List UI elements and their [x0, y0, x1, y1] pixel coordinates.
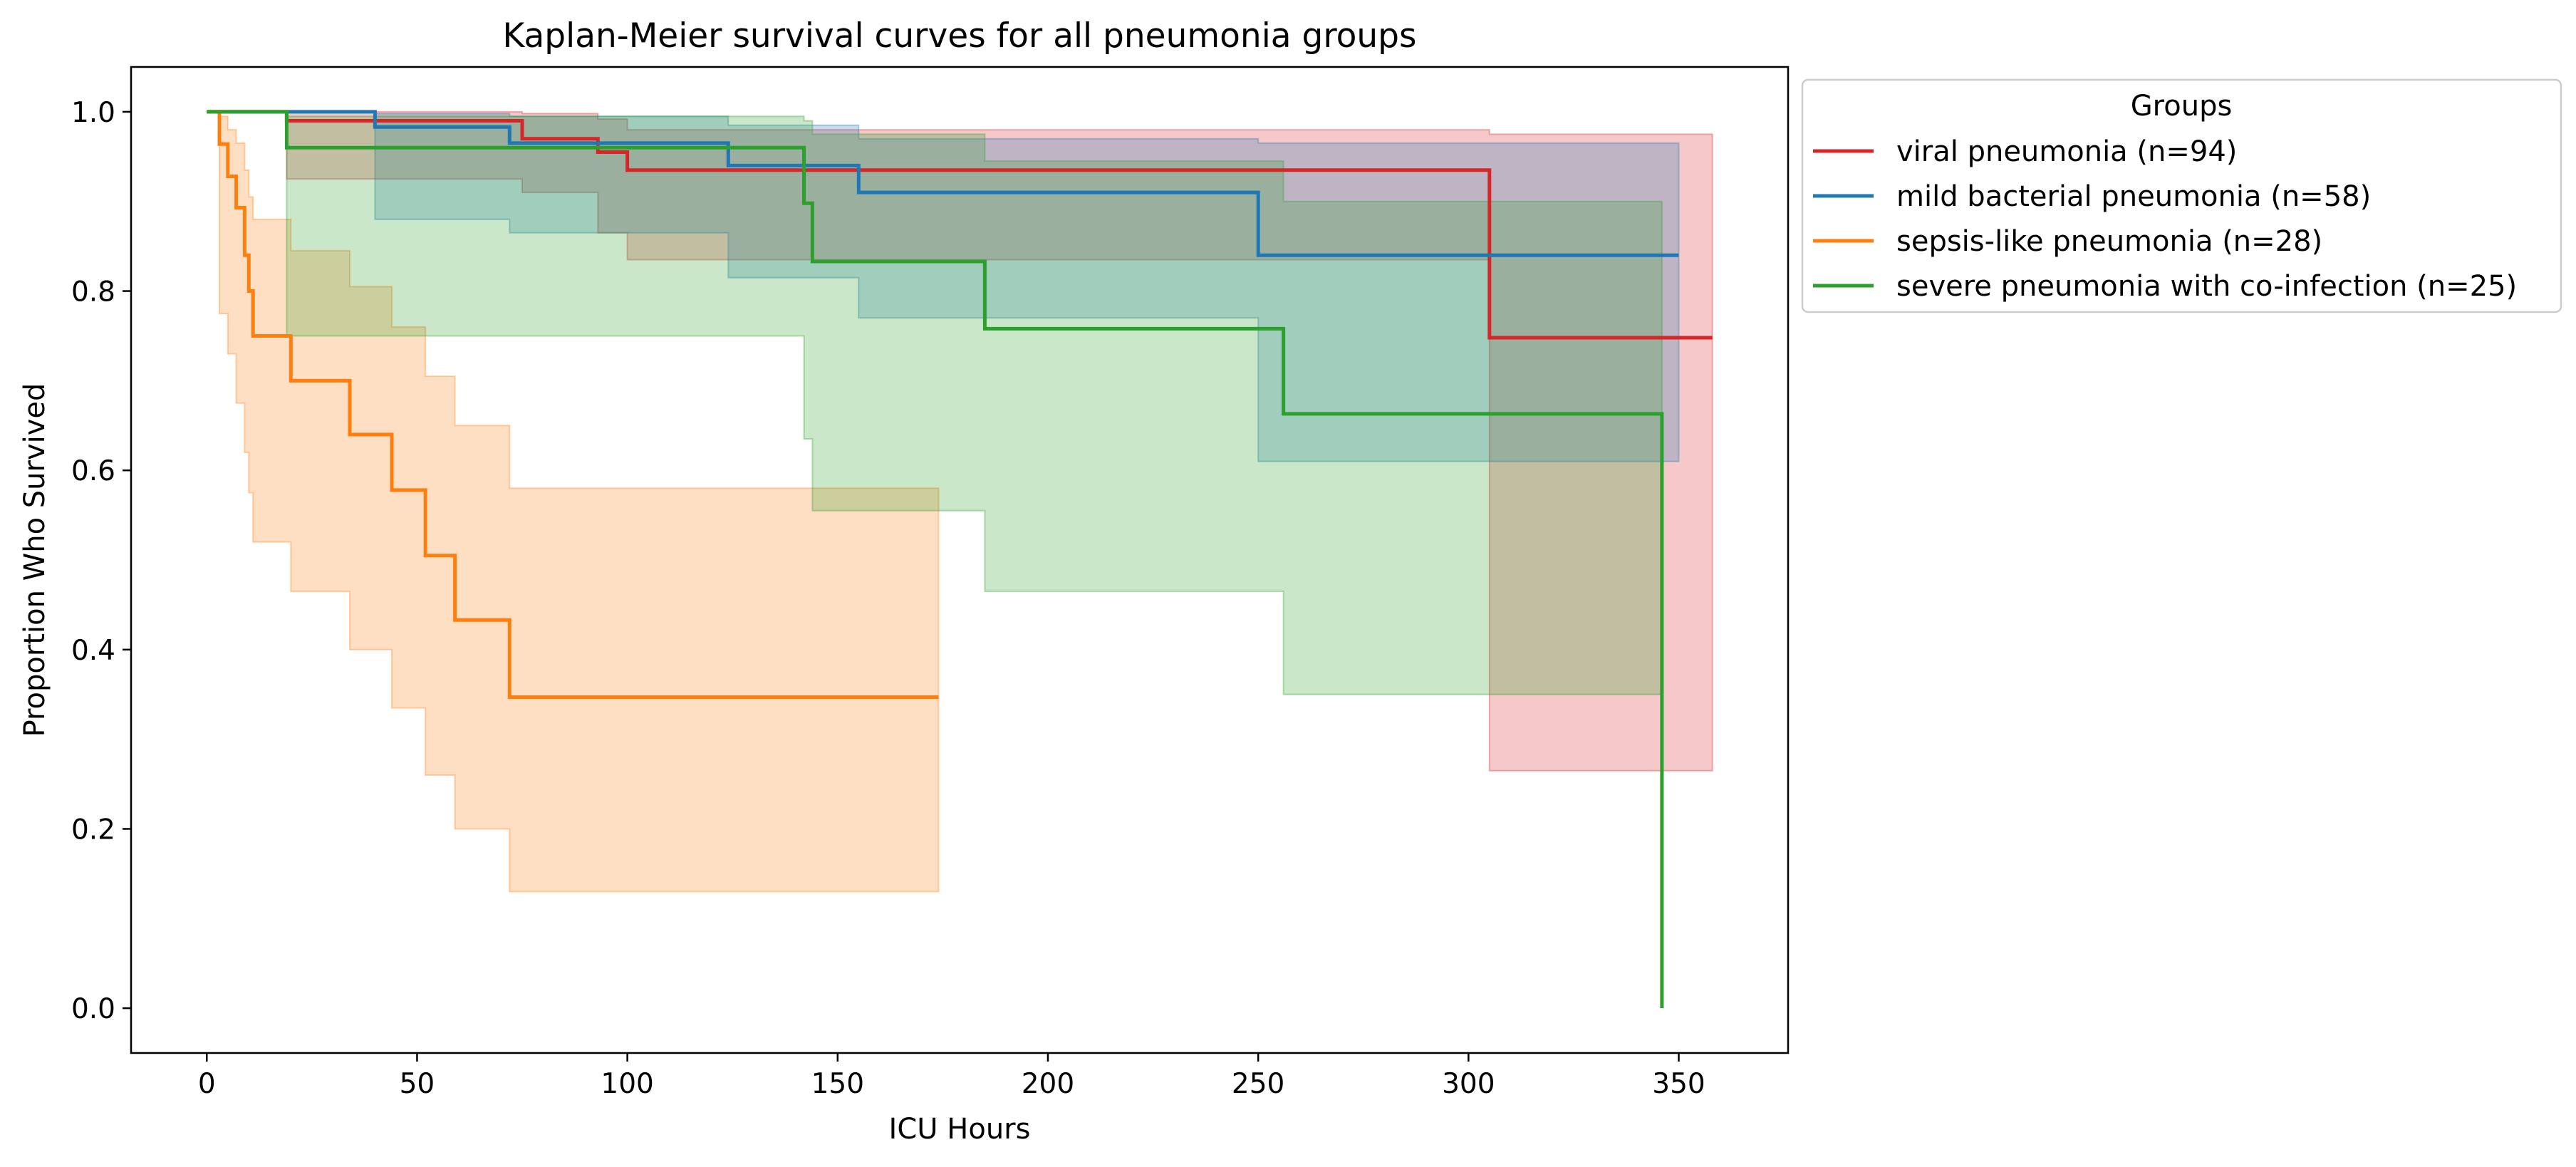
legend-label: sepsis-like pneumonia (n=28)	[1896, 225, 2322, 258]
legend-box	[1801, 78, 2562, 313]
y-tick-label: 0.8	[71, 276, 115, 308]
x-tick-label: 350	[1652, 1068, 1705, 1100]
x-axis-ticks: 0 50 100 150 200 250 300 350	[198, 1053, 1705, 1100]
legend-label: severe pneumonia with co-infection (n=25…	[1896, 270, 2517, 303]
x-tick-label: 50	[400, 1068, 435, 1100]
chart-title: Kaplan-Meier survival curves for all pne…	[503, 16, 1417, 56]
x-tick-label: 100	[601, 1068, 653, 1100]
y-axis-label: Proportion Who Survived	[19, 383, 51, 737]
x-axis-label: ICU Hours	[889, 1113, 1031, 1146]
confidence-band-mild-bacterial-pneumonia-n-58	[374, 113, 1680, 462]
legend-label: viral pneumonia (n=94)	[1896, 135, 2237, 168]
survival-line-severe-pneumonia-with-co-infection-n-25	[207, 110, 1664, 1009]
plot-area	[130, 66, 1790, 1054]
survival-lines	[207, 110, 1713, 1009]
survival-line-mild-bacterial-pneumonia-n-58	[207, 110, 1679, 257]
plot-frame	[130, 66, 1790, 1054]
legend-label: mild bacterial pneumonia (n=58)	[1896, 180, 2371, 213]
y-tick-label: 0.6	[71, 455, 115, 487]
x-tick-label: 150	[811, 1068, 864, 1100]
legend: Groups viral pneumonia (n=94) mild bacter…	[1801, 78, 2562, 313]
y-tick-label: 0.0	[71, 993, 115, 1025]
y-axis-ticks: 0.0 0.2 0.4 0.6 0.8 1.0	[71, 97, 131, 1025]
x-tick-label: 200	[1022, 1068, 1074, 1100]
legend-entries: viral pneumonia (n=94) mild bacterial pne…	[1813, 135, 2517, 303]
y-tick-label: 0.4	[71, 635, 115, 667]
confidence-band-viral-pneumonia-n-94	[286, 110, 1713, 772]
y-tick-label: 1.0	[71, 97, 115, 129]
x-tick-label: 0	[198, 1068, 216, 1100]
x-tick-label: 300	[1442, 1068, 1495, 1100]
survival-line-sepsis-like-pneumonia-n-28	[207, 110, 939, 699]
y-tick-label: 0.2	[71, 814, 115, 846]
x-tick-label: 250	[1232, 1068, 1284, 1100]
legend-title: Groups	[2131, 90, 2233, 123]
